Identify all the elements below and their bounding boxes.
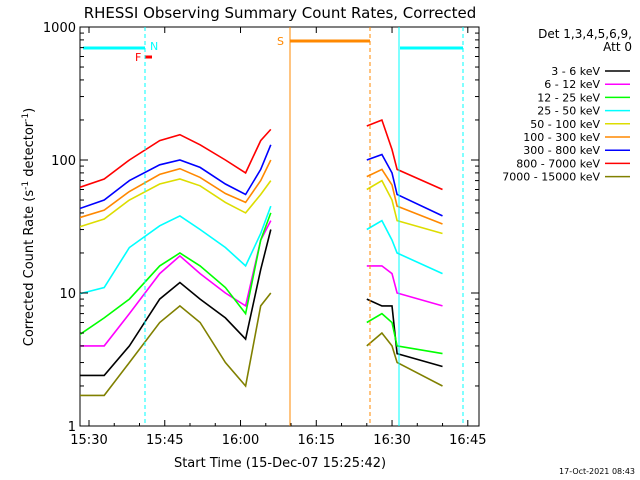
legend-label-4: 50 - 100 keV	[530, 118, 600, 131]
series-line-3-seg-1	[366, 219, 443, 275]
legend-label-5: 100 - 300 keV	[523, 131, 600, 144]
series-line-2-seg-1	[366, 312, 443, 355]
y-axis-label-part2: detector	[22, 121, 37, 181]
x-tick-label-5: 16:45	[449, 433, 486, 448]
series-line-3-seg-0	[80, 205, 272, 295]
y-tick-label-2: 100	[51, 154, 76, 169]
series-line-1-seg-0	[80, 220, 272, 347]
series-line-8-seg-1	[366, 331, 443, 387]
series-line-4-seg-1	[366, 179, 443, 235]
timestamp: 17-Oct-2021 08:43	[559, 467, 635, 476]
legend-label-0: 3 - 6 keV	[551, 65, 600, 78]
x-tick-label-1: 15:45	[146, 433, 183, 448]
legend-label-6: 300 - 800 keV	[523, 144, 600, 157]
legend-label-7: 800 - 7000 keV	[516, 157, 600, 170]
y-tick-label-3: 1000	[43, 21, 76, 36]
series-line-7-seg-1	[366, 118, 443, 191]
series-line-4-seg-0	[80, 178, 272, 228]
x-tick-label-2: 16:00	[222, 433, 259, 448]
x-tick-label-3: 16:15	[298, 433, 335, 448]
series-line-2-seg-0	[80, 212, 272, 336]
annotation-layer: N S F	[83, 27, 464, 426]
x-axis-label: Start Time (15-Dec-07 15:25:42)	[174, 456, 386, 471]
legend-header-line2: Att 0	[603, 40, 632, 54]
series-line-1-seg-1	[366, 265, 443, 307]
data-layer	[80, 118, 443, 397]
legend-label-2: 12 - 25 keV	[537, 91, 600, 104]
chart-title: RHESSI Observing Summary Count Rates, Co…	[84, 4, 477, 22]
legend-label-1: 6 - 12 keV	[544, 78, 600, 91]
legend-label-8: 7000 - 15000 keV	[502, 171, 600, 184]
series-line-7-seg-0	[80, 128, 272, 189]
axes-layer: 15:30 15:45 16:00 16:15 16:30 16:45 1 10 100 1000	[43, 21, 487, 448]
series-line-0-seg-1	[366, 298, 443, 368]
series-line-8-seg-0	[80, 292, 272, 397]
n-flag-label: N	[150, 40, 158, 53]
series-line-6-seg-1	[366, 153, 443, 217]
f-flag-label: F	[135, 51, 141, 64]
y-tick-label-1: 10	[59, 287, 76, 302]
y-axis-label-part3: )	[22, 108, 37, 113]
legend-label-3: 25 - 50 keV	[537, 105, 600, 118]
y-axis-label: Corrected Count Rate (s-1 detector-1)	[21, 108, 37, 346]
series-line-0-seg-0	[80, 229, 272, 377]
series-line-5-seg-1	[366, 168, 443, 225]
x-tick-label-0: 15:30	[70, 433, 107, 448]
series-line-6-seg-0	[80, 144, 272, 210]
y-axis-label-sup2: -1	[21, 113, 31, 122]
y-axis-label-part1: Corrected Count Rate (s	[22, 190, 37, 347]
s-flag-label: S	[277, 35, 284, 48]
series-line-5-seg-0	[80, 159, 272, 219]
y-axis-label-sup1: -1	[21, 181, 31, 190]
x-tick-label-4: 16:30	[373, 433, 410, 448]
y-tick-label-0: 1	[68, 420, 76, 435]
legend-header-line1: Det 1,3,4,5,6,9,	[538, 27, 632, 41]
